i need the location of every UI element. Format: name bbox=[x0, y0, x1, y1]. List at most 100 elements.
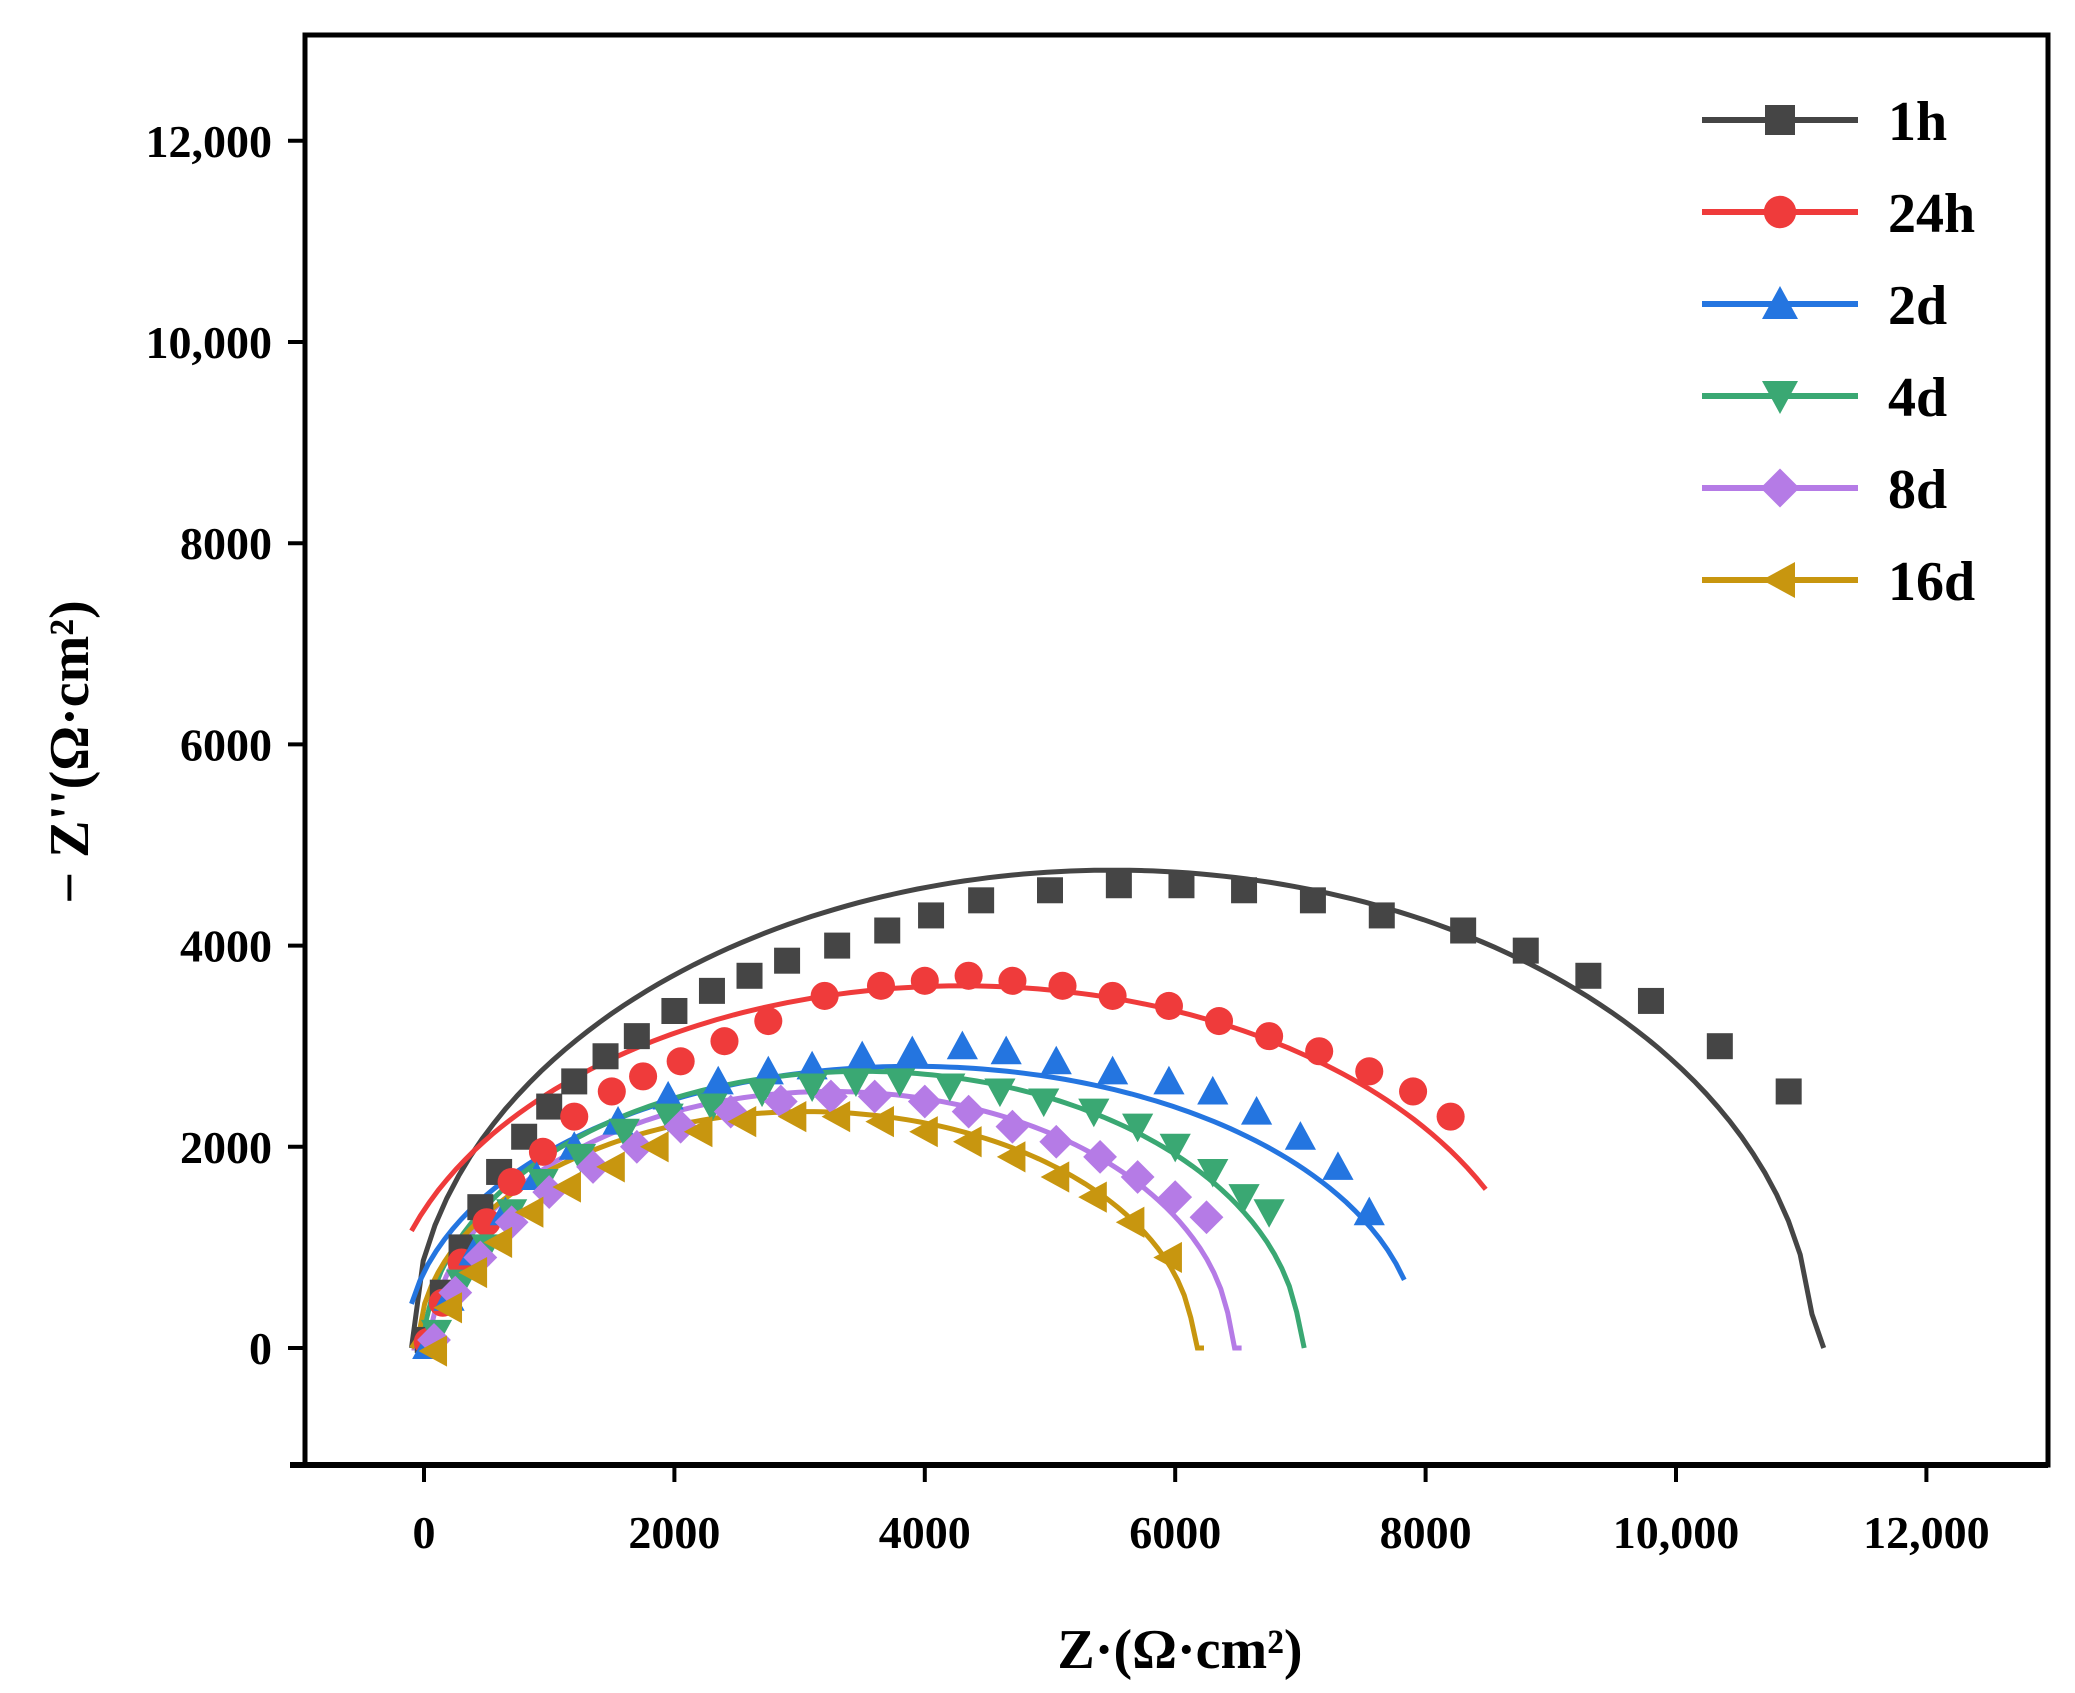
data-point-8d bbox=[907, 1084, 942, 1119]
data-point-24h bbox=[1255, 1022, 1284, 1051]
data-point-8d bbox=[713, 1094, 748, 1129]
x-tick-label: 2000 bbox=[628, 1507, 720, 1558]
legend-label: 1h bbox=[1888, 91, 1947, 153]
data-point-24h bbox=[1204, 1007, 1234, 1036]
data-point-8d bbox=[995, 1109, 1030, 1144]
data-point-24h bbox=[910, 966, 939, 995]
data-point-16d bbox=[483, 1226, 513, 1258]
y-axis-title: − Z''(Ω·cm²) bbox=[39, 600, 101, 904]
data-point-16d bbox=[418, 1335, 448, 1367]
data-point-8d bbox=[1189, 1200, 1224, 1235]
data-point-4d bbox=[696, 1093, 728, 1123]
data-point-2d bbox=[1040, 1045, 1072, 1075]
x-tick-label: 12,000 bbox=[1863, 1507, 1990, 1558]
data-point-2d bbox=[1097, 1055, 1129, 1085]
data-point-24h bbox=[666, 1047, 695, 1076]
data-point-1h bbox=[561, 1068, 588, 1095]
data-point-8d bbox=[814, 1079, 848, 1114]
legend-item-8d: 8d bbox=[1702, 459, 1947, 521]
y-tick-label: 2000 bbox=[180, 1122, 272, 1173]
data-point-2d bbox=[1284, 1121, 1316, 1150]
data-point-24h bbox=[1098, 981, 1127, 1010]
data-point-24h bbox=[866, 971, 896, 1000]
data-point-4d bbox=[984, 1078, 1016, 1108]
data-point-2d bbox=[1322, 1151, 1354, 1180]
legend-marker bbox=[1762, 286, 1798, 319]
data-point-8d bbox=[857, 1079, 892, 1114]
data-point-2d bbox=[990, 1035, 1022, 1065]
data-point-1h bbox=[968, 887, 995, 914]
fit-lines bbox=[409, 867, 1827, 1351]
legend-item-1h: 1h bbox=[1702, 91, 1947, 153]
data-point-1h bbox=[824, 932, 851, 959]
data-point-2d bbox=[752, 1055, 784, 1085]
y-tick-label: 0 bbox=[249, 1323, 272, 1374]
y-tick-label: 6000 bbox=[180, 719, 272, 770]
data-point-1h bbox=[1637, 987, 1664, 1014]
data-point-1h bbox=[1706, 1033, 1733, 1060]
data-point-1h bbox=[1368, 902, 1395, 929]
data-point-16d bbox=[1153, 1241, 1182, 1274]
data-point-1h bbox=[1575, 962, 1602, 989]
data-point-16d bbox=[596, 1151, 625, 1183]
data-point-24h bbox=[1154, 991, 1183, 1021]
legend-marker bbox=[1762, 562, 1795, 598]
data-point-4d bbox=[746, 1078, 778, 1108]
data-point-2d bbox=[796, 1050, 828, 1080]
data-point-24h bbox=[754, 1007, 783, 1036]
data-point-1h bbox=[874, 917, 901, 944]
ticks: 0 2000 4000 6000 8000 10,000 12,000 0 2000 4000 60… bbox=[146, 116, 1990, 1558]
data-point-1h bbox=[623, 1023, 650, 1050]
data-point-1h bbox=[774, 947, 801, 974]
data-point-2d bbox=[1197, 1075, 1229, 1105]
data-point-16d bbox=[1078, 1181, 1107, 1213]
data-point-1h bbox=[1775, 1078, 1802, 1105]
legend: 1h 24h 2d 4d 8d 16d bbox=[1702, 91, 1975, 613]
legend-item-2d: 2d bbox=[1702, 275, 1947, 337]
data-point-16d bbox=[1040, 1161, 1070, 1193]
y-tick-label: 12,000 bbox=[146, 116, 273, 167]
x-axis-title: Z·(Ω·cm²) bbox=[1057, 1619, 1302, 1681]
data-point-24h bbox=[528, 1137, 557, 1166]
x-tick-label: 10,000 bbox=[1613, 1507, 1740, 1558]
data-point-8d bbox=[1158, 1180, 1193, 1214]
data-point-16d bbox=[433, 1292, 463, 1324]
data-point-1h bbox=[1231, 877, 1258, 904]
data-point-8d bbox=[463, 1240, 498, 1275]
data-point-2d bbox=[896, 1035, 928, 1065]
data-point-1h bbox=[661, 997, 688, 1024]
y-tick-label: 8000 bbox=[180, 518, 272, 569]
data-point-24h bbox=[472, 1208, 501, 1237]
data-point-8d bbox=[1083, 1139, 1117, 1174]
data-point-4d bbox=[608, 1118, 640, 1148]
data-point-24h bbox=[710, 1027, 739, 1056]
data-point-16d bbox=[1115, 1206, 1145, 1238]
data-point-24h bbox=[954, 961, 983, 990]
x-tick-label: 0 bbox=[413, 1507, 436, 1558]
data-point-1h bbox=[1512, 937, 1539, 964]
x-tick-label: 4000 bbox=[879, 1507, 971, 1558]
legend-item-4d: 4d bbox=[1702, 367, 1947, 429]
data-point-1h bbox=[1105, 872, 1132, 899]
x-tick-label: 8000 bbox=[1380, 1507, 1472, 1558]
data-point-1h bbox=[592, 1043, 619, 1070]
data-point-16d bbox=[640, 1131, 669, 1163]
data-points bbox=[412, 872, 1802, 1367]
y-tick-label: 4000 bbox=[180, 921, 272, 972]
data-point-16d bbox=[777, 1101, 807, 1133]
legend-label: 16d bbox=[1888, 551, 1975, 613]
data-point-24h bbox=[810, 981, 839, 1010]
data-point-8d bbox=[417, 1323, 451, 1357]
data-point-16d bbox=[552, 1171, 581, 1203]
legend-item-24h: 24h bbox=[1702, 183, 1975, 245]
data-point-2d bbox=[652, 1080, 684, 1110]
data-point-2d bbox=[702, 1065, 734, 1095]
data-point-1h bbox=[698, 977, 725, 1004]
data-point-1h bbox=[918, 902, 945, 929]
data-point-8d bbox=[763, 1084, 798, 1119]
data-point-4d bbox=[1028, 1088, 1060, 1118]
legend-label: 24h bbox=[1888, 183, 1975, 245]
data-point-4d bbox=[1228, 1184, 1260, 1213]
data-point-16d bbox=[727, 1106, 757, 1138]
